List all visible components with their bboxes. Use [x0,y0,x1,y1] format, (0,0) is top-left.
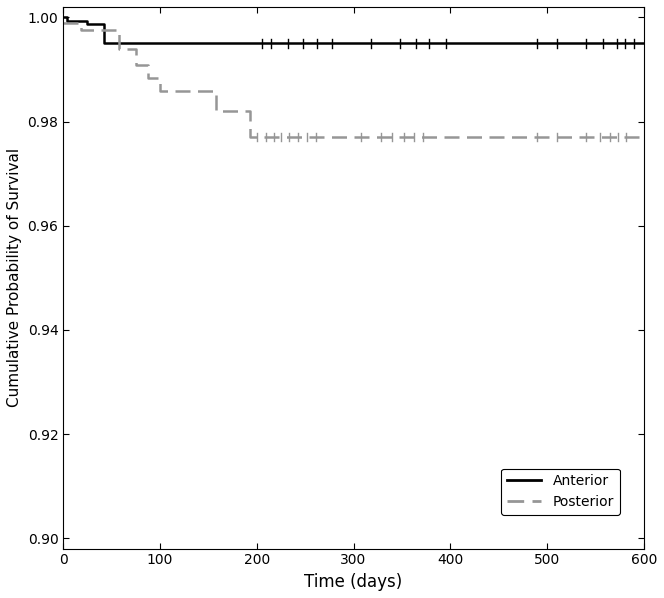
Posterior [76,19,84,26]
Posterior [132,45,140,52]
Anterior [100,40,108,47]
Y-axis label: Cumulative Probability of Survival: Cumulative Probability of Survival [7,148,22,407]
Posterior [246,133,254,141]
Posterior [76,27,84,34]
Posterior [116,27,124,34]
Anterior [84,20,92,28]
Posterior [246,108,254,115]
Posterior [156,75,164,82]
Posterior [212,108,220,115]
Posterior [640,133,648,141]
X-axis label: Time (days): Time (days) [304,573,402,591]
Anterior [100,20,108,28]
Line: Anterior: Anterior [63,17,644,44]
Posterior [116,45,124,52]
Posterior [59,19,67,26]
Line: Posterior: Posterior [63,23,644,137]
Posterior [144,62,152,69]
Anterior [84,17,92,25]
Posterior [156,88,164,95]
Legend: Anterior, Posterior: Anterior, Posterior [501,469,620,515]
Anterior [640,40,648,47]
Anterior [59,14,67,21]
Posterior [144,75,152,82]
Anterior [63,17,71,25]
Posterior [212,88,220,95]
Anterior [63,14,71,21]
Posterior [132,62,140,69]
